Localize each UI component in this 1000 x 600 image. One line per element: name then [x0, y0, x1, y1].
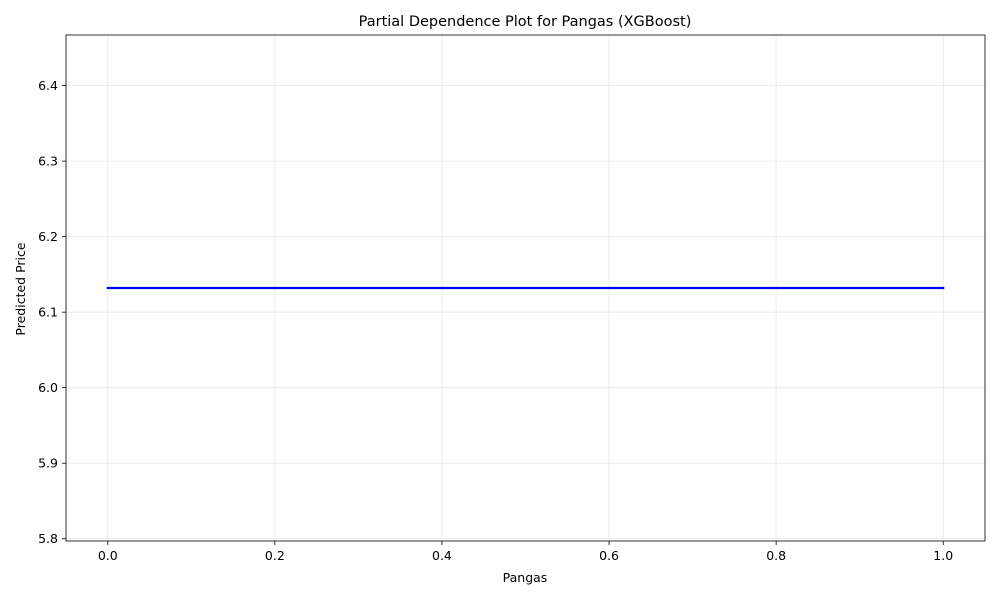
x-tick-label: 0.6 — [599, 548, 619, 563]
axes — [65, 34, 986, 542]
y-tick-label: 5.9 — [38, 456, 58, 471]
y-tick-label: 6.4 — [38, 78, 58, 93]
y-tick-label: 6.1 — [38, 305, 58, 320]
x-tick-label: 1.0 — [933, 548, 953, 563]
y-axis-label: Predicted Price — [13, 242, 28, 335]
ticks: 0.0 0.2 0.4 0.6 0.8 1.0 5.8 5.9 6.0 6.1 6.2 6.3 6.4 — [38, 78, 953, 563]
chart-title: Partial Dependence Plot for Pangas (XGBo… — [359, 14, 692, 30]
x-tick-label: 0.0 — [98, 548, 118, 563]
x-tick-label: 0.8 — [766, 548, 786, 563]
x-axis-label: Pangas — [503, 570, 548, 585]
y-tick-label: 5.8 — [38, 531, 58, 546]
plot-frame — [65, 34, 986, 542]
x-tick-label: 0.4 — [432, 548, 452, 563]
x-tick-label: 0.2 — [265, 548, 285, 563]
y-tick-label: 6.3 — [38, 154, 58, 169]
y-tick-label: 6.0 — [38, 380, 58, 395]
y-tick-label: 6.2 — [38, 229, 58, 244]
